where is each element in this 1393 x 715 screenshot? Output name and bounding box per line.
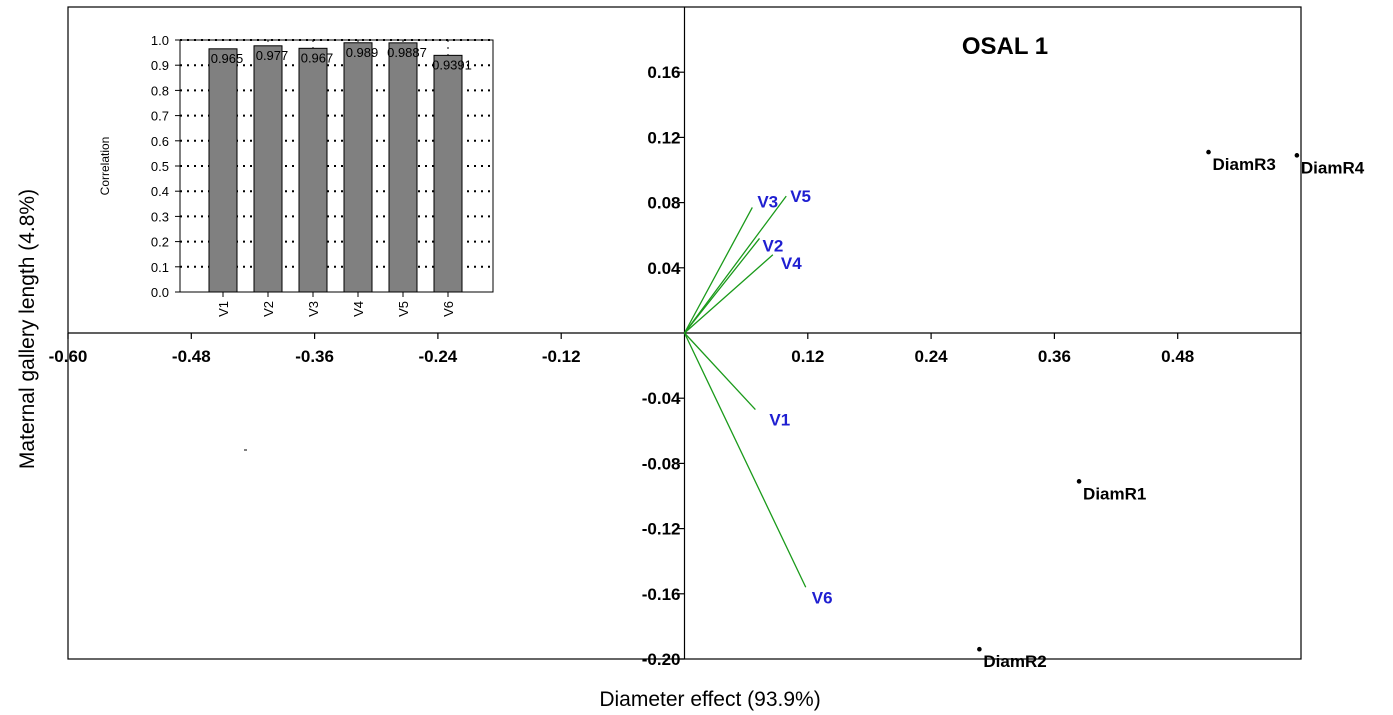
inset-x-tick-label: V1 [216,301,231,317]
score-points: DiamR1 DiamR2 DiamR3 DiamR4 [977,149,1365,671]
inset-bar-value-label: 0.977 [256,48,289,63]
inset-y-tick-label: 0.1 [151,260,169,275]
y-tick-label: 0.04 [647,259,681,278]
loading-vectors: V1 V2 V3 V4 V5 V6 [683,187,833,607]
point-label-diamr1: DiamR1 [1083,484,1146,503]
vector-line-v6 [683,332,807,588]
inset-x-tick-label: V6 [441,301,456,317]
y-axis-title: Maternal gallery length (4.8%) [16,189,39,469]
x-tick-label: -0.24 [419,347,458,366]
x-tick-label: 0.24 [915,347,949,366]
y-tick-label: 0.08 [647,194,680,213]
inset-y-tick-labels: 0.0 0.1 0.2 0.3 0.4 0.5 0.6 0.7 0.8 0.9 1.0 [151,33,180,300]
inset-bar-value-label: 0.967 [301,50,334,65]
vector-line-v1 [684,332,756,411]
inset-y-tick-label: 0.5 [151,159,169,174]
vector-label-v5: V5 [790,187,811,206]
inset-x-tick-label: V2 [261,301,276,317]
x-tick-label: 0.36 [1038,347,1071,366]
inset-y-tick-label: 0.8 [151,83,169,98]
inset-bar-value-label: 0.989 [346,45,379,60]
inset-x-tick-labels: V1 V2 V3 V4 V5 V6 [216,292,456,317]
inset-bar-value-label: 0.965 [211,51,244,66]
y-tick-label: -0.04 [642,389,681,408]
inset-bar-v1 [208,48,238,293]
y-tick-label: -0.12 [642,520,681,539]
point-label-diamr2: DiamR2 [983,652,1046,671]
inset-bar-v6 [433,54,463,293]
y-tick-label: -0.20 [642,650,681,669]
x-tick-label: -0.36 [295,347,334,366]
inset-y-tick-label: 0.2 [151,235,169,250]
chart-title: OSAL 1 [962,33,1048,60]
x-tick-label: 0.48 [1161,347,1194,366]
x-axis-title: Diameter effect (93.9%) [599,688,820,711]
point-label-diamr3: DiamR3 [1213,155,1276,174]
inset-x-tick-label: V5 [396,301,411,317]
inset-bar-value-label: 0.9391 [432,57,472,72]
inset-bar-v3 [298,47,328,293]
inset-y-tick-label: 0.4 [151,184,169,199]
x-tick-label: -0.60 [49,347,88,366]
vector-label-v6: V6 [812,588,833,607]
vector-label-v1: V1 [769,411,790,430]
vector-label-v4: V4 [781,254,802,273]
x-tick-label: -0.12 [542,347,581,366]
vector-line-v4 [684,254,774,334]
point-diamr3 [1206,149,1211,155]
inset-bars: 0.965 0.977 0.967 0.989 0.9887 0.9391 [208,42,472,293]
vector-label-v2: V2 [763,236,784,255]
x-tick-labels: -0.60 -0.48 -0.36 -0.24 -0.12 0.12 0.24 0.36 0.4… [49,333,1194,366]
inset-y-tick-label: 0.3 [151,209,169,224]
inset-bar-value-label: 0.9887 [387,45,427,60]
inset-y-tick-label: 0.6 [151,134,169,149]
y-tick-label: -0.08 [642,454,681,473]
y-tick-label: 0.16 [647,63,680,82]
point-diamr1 [1076,479,1082,484]
inset-bar-v5 [388,42,418,293]
inset-bar-v4 [343,42,373,293]
inset-y-axis-title: Correlation [98,137,112,196]
x-tick-label: 0.12 [791,347,824,366]
vector-label-v3: V3 [757,192,778,211]
y-tick-label: 0.12 [647,128,680,147]
point-diamr2 [977,646,982,652]
inset-y-tick-label: 1.0 [151,33,169,48]
vector-line-v5 [683,195,787,334]
inset-x-tick-label: V3 [306,301,321,317]
point-diamr4 [1294,153,1300,158]
inset-bar-v2 [253,45,283,293]
inset-correlation-chart: 0.00.10.20.30.40.50.60.70.80.91.0 0.965 0… [98,33,494,317]
inset-y-tick-label: 0.7 [151,109,169,124]
x-tick-label: -0.48 [172,347,211,366]
y-tick-labels: 0.16 0.12 0.08 0.04 -0.04 -0.08 -0.12 -0.16 -0.2… [642,63,685,669]
inset-y-tick-label: 0.9 [151,58,169,73]
point-label-diamr4: DiamR4 [1301,158,1365,177]
y-tick-label: -0.16 [642,585,681,604]
inset-y-tick-label: 0.0 [151,285,169,300]
vector-line-v3 [683,207,753,334]
inset-x-tick-label: V4 [351,301,366,317]
